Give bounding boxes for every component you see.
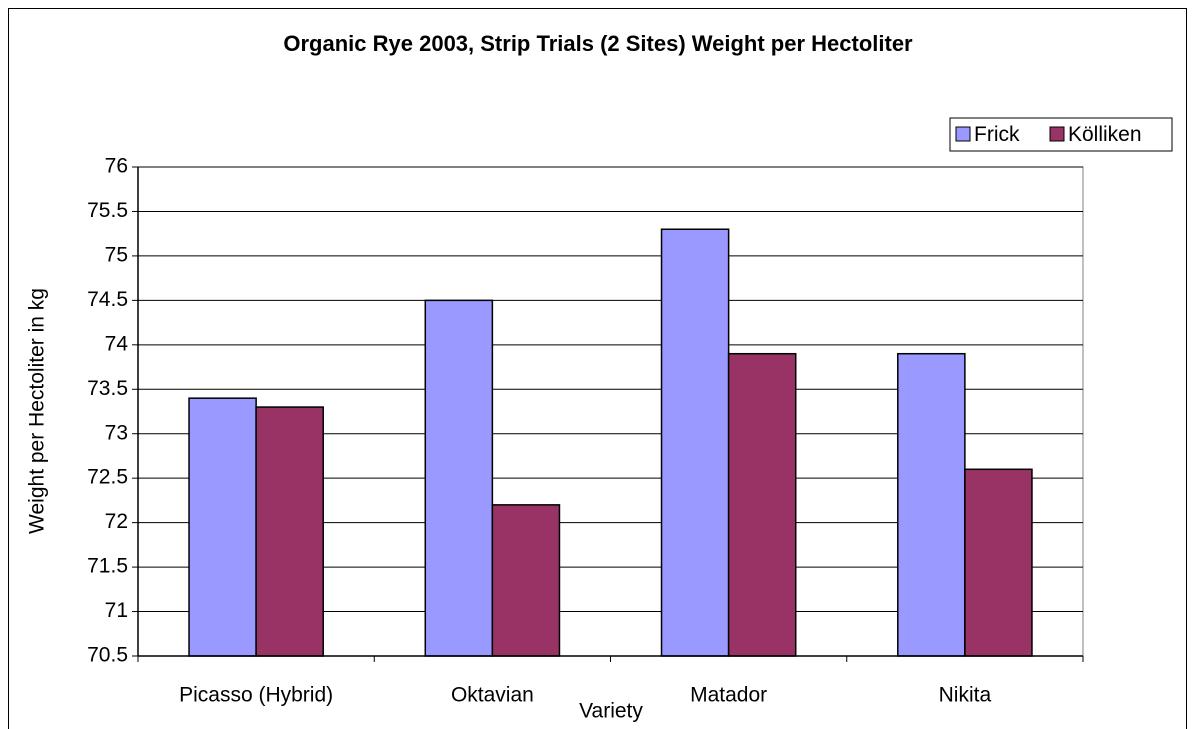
legend-label: Kölliken xyxy=(1068,123,1142,146)
bar xyxy=(491,504,561,657)
bar xyxy=(727,352,797,657)
y-tick-label: 72 xyxy=(105,510,128,533)
chart-title: Organic Rye 2003, Strip Trials (2 Sites)… xyxy=(283,31,913,56)
y-axis-label: Weight per Hectoliter in kg xyxy=(26,288,49,534)
bar xyxy=(897,352,966,657)
y-tick-label: 74 xyxy=(105,332,129,355)
y-tick-label: 70.5 xyxy=(87,644,128,667)
x-tick-label: Picasso (Hybrid) xyxy=(179,684,333,707)
y-tick-label: 73.5 xyxy=(87,377,128,400)
y-tick-label: 71.5 xyxy=(87,555,128,578)
x-tick-label: Nikita xyxy=(939,684,992,707)
bar xyxy=(424,299,494,657)
x-tick-label: Oktavian xyxy=(451,684,534,707)
y-tick-label: 75.5 xyxy=(87,199,128,222)
y-tick-label: 75 xyxy=(105,243,128,266)
y-tick-label: 71 xyxy=(105,599,128,622)
y-tick-label: 72.5 xyxy=(87,466,128,489)
x-tick-label: Matador xyxy=(690,684,767,707)
y-tick-label: 76 xyxy=(105,155,128,178)
legend-label: Frick xyxy=(974,123,1020,146)
bar xyxy=(660,228,730,657)
legend-swatch xyxy=(955,126,971,142)
y-tick-label: 73 xyxy=(105,421,128,444)
legend-swatch xyxy=(1049,126,1065,142)
bar xyxy=(255,406,324,657)
y-tick-label: 74.5 xyxy=(87,288,128,311)
bar xyxy=(188,397,257,657)
x-axis-label: Variety xyxy=(579,700,643,723)
bar xyxy=(964,468,1033,657)
